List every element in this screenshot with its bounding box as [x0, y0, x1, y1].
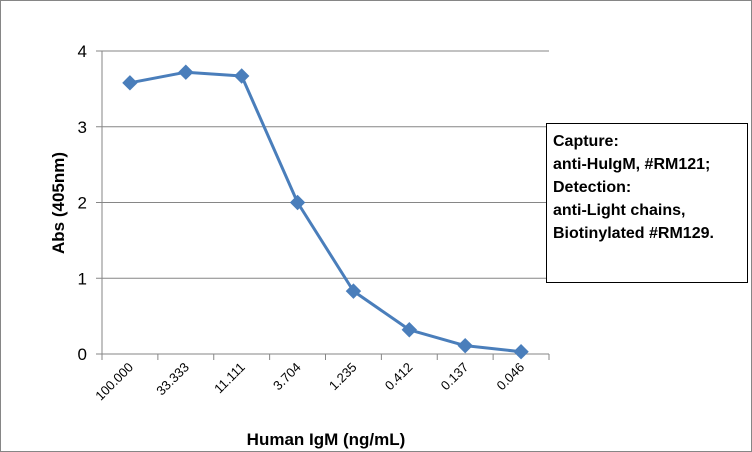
- annotation-line: anti-Light chains,: [553, 202, 686, 219]
- x-tick-label: 11.111: [211, 360, 248, 397]
- annotation-line: Detection:: [553, 179, 632, 196]
- series-line: [129, 70, 522, 354]
- data-point: [122, 75, 138, 91]
- annotation-line: Capture:: [553, 133, 619, 150]
- x-tick-label: 0.046: [494, 360, 528, 394]
- y-tick-label: 1: [78, 269, 87, 288]
- series-abs: [122, 64, 529, 360]
- x-tick-label: 3.704: [270, 360, 304, 394]
- y-axis-ticks: 0 1 2 3 4: [78, 42, 87, 364]
- annotation-line: anti-HuIgM, #RM121;: [553, 156, 711, 173]
- y-axis-title: Abs (405nm): [49, 152, 68, 254]
- x-tick-label: 0.137: [438, 360, 472, 394]
- data-point: [401, 322, 418, 338]
- x-tick-label: 33.333: [153, 360, 192, 399]
- gridlines: [102, 50, 549, 279]
- y-tick-label: 2: [78, 194, 87, 213]
- y-tick-label: 3: [78, 118, 87, 137]
- data-point: [457, 337, 473, 354]
- axes: [96, 50, 550, 360]
- annotation-box: Capture: anti-HuIgM, #RM121; Detection: …: [546, 123, 748, 283]
- data-point: [178, 64, 194, 80]
- x-tick-label: 0.412: [382, 360, 416, 394]
- data-point: [513, 344, 529, 360]
- x-axis-ticks: 100.000 33.333 11.111 3.704 1.235 0.412 0.137 0…: [92, 360, 527, 404]
- data-point: [233, 68, 250, 84]
- x-tick-label: 1.235: [326, 360, 360, 394]
- data-point: [289, 194, 306, 211]
- y-tick-label: 0: [78, 345, 87, 364]
- y-tick-label: 4: [78, 42, 87, 61]
- x-axis-title: Human IgM (ng/mL): [247, 430, 406, 449]
- data-point: [345, 283, 362, 299]
- annotation-line: Biotinylated #RM129.: [553, 225, 714, 242]
- x-tick-label: 100.000: [92, 360, 136, 404]
